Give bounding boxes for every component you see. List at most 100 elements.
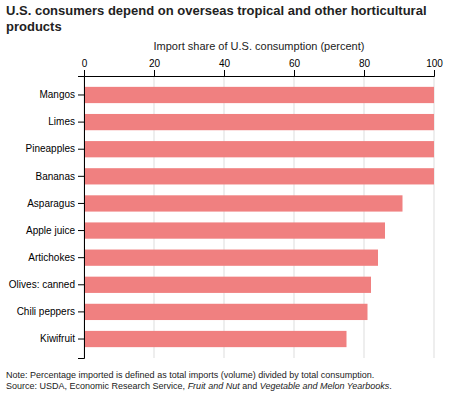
- text-run: by: [289, 370, 301, 380]
- text-run: products: [6, 19, 62, 34]
- y-axis-line: [78, 77, 85, 359]
- y-tick: Olives: canned: [9, 279, 84, 290]
- text-run: U.S.: [6, 3, 35, 18]
- x-tick-label: 20: [149, 58, 161, 69]
- x-tick-mark: [84, 70, 85, 76]
- y-tick: Limes: [48, 116, 84, 127]
- bar: [84, 277, 371, 293]
- y-tick-mark: [78, 122, 84, 123]
- text-run: and: [240, 381, 260, 391]
- x-tick-label: 80: [359, 58, 371, 69]
- x-tick: 60: [289, 58, 301, 76]
- bar: [84, 304, 368, 320]
- bars: [84, 87, 434, 347]
- x-tick-mark: [434, 70, 435, 76]
- plot-area: [84, 76, 434, 358]
- note-line: Note: Percentage imported is defined as …: [6, 370, 374, 380]
- y-tick-label: Apple juice: [26, 225, 75, 236]
- text-run: Economic: [70, 381, 112, 391]
- x-tick-mark: [154, 70, 155, 76]
- text-run: divided: [258, 370, 289, 380]
- x-tick-mark: [224, 70, 225, 76]
- y-tick-mark: [78, 176, 84, 177]
- chart: U.S. consumers depend on overseas tropic…: [0, 0, 450, 395]
- x-axis-line: [85, 70, 435, 77]
- x-tick: 0: [82, 58, 88, 76]
- y-axis: Kiwifruit Chili peppers Olives: canned Arti…: [9, 77, 85, 359]
- title: U.S. consumers depend on overseas tropic…: [6, 3, 430, 34]
- notes: Note: Percentage imported is defined as …: [6, 370, 392, 391]
- y-tick-mark: [78, 311, 84, 312]
- grid: [84, 76, 434, 358]
- x-tick-label: 60: [289, 58, 301, 69]
- text-run: and: [302, 381, 320, 391]
- y-tick-label: Limes: [48, 116, 75, 127]
- x-tick: 100: [426, 58, 443, 76]
- bar: [84, 195, 403, 211]
- bar: [84, 141, 434, 157]
- y-tick-label: Artichokes: [28, 252, 75, 263]
- text-run: consumers: [35, 3, 108, 18]
- bar: [84, 114, 434, 130]
- y-tick-mark: [78, 284, 84, 285]
- y-tick-label: Chili peppers: [17, 306, 75, 317]
- text-run: total: [169, 370, 189, 380]
- text-run: Nut: [226, 381, 241, 391]
- y-tick: Asparagus: [27, 198, 84, 209]
- y-tick: Chili peppers: [17, 306, 84, 317]
- x-tick-label: 40: [219, 58, 231, 69]
- bar: [84, 331, 347, 347]
- x-axis-title: Import share of U.S. consumption (percen…: [154, 40, 365, 52]
- text-run: Service,: [153, 381, 188, 391]
- text-run: other: [315, 3, 351, 18]
- y-tick: Bananas: [36, 171, 84, 182]
- text-run: depend: [108, 3, 158, 18]
- y-tick-mark: [78, 149, 84, 150]
- y-tick-label: Mangos: [39, 89, 75, 100]
- text-run: (volume): [221, 370, 259, 380]
- text-run: USDA,: [40, 381, 70, 391]
- x-tick: 80: [359, 58, 371, 76]
- title-line: products: [6, 19, 62, 34]
- text-run: Yearbooks: [347, 381, 390, 391]
- text-run: imported: [79, 370, 117, 380]
- y-tick-label: Bananas: [36, 171, 75, 182]
- y-tick-label: Kiwifruit: [40, 333, 75, 344]
- x-tick-label: 0: [82, 58, 88, 69]
- y-tick-label: Olives: canned: [9, 279, 75, 290]
- x-tick: 40: [219, 58, 231, 76]
- y-tick: Kiwifruit: [40, 333, 84, 344]
- x-tick: 20: [149, 58, 161, 76]
- text-run: as: [157, 370, 169, 380]
- text-run: consumption.: [321, 370, 375, 380]
- y-tick-mark: [78, 203, 84, 204]
- y-tick-mark: [78, 94, 84, 95]
- text-run: Vegetable: [260, 381, 303, 391]
- text-run: total: [301, 370, 321, 380]
- title-line: U.S. consumers depend on overseas tropic…: [6, 3, 430, 18]
- text-run: and: [288, 3, 315, 18]
- text-run: Fruit: [188, 381, 209, 391]
- y-tick: Apple juice: [26, 225, 84, 236]
- source-line: Source: USDA, Economic Research Service,…: [6, 381, 392, 391]
- y-tick-label: Asparagus: [27, 198, 75, 209]
- text-run: on: [158, 3, 178, 18]
- text-run: Source:: [6, 381, 40, 391]
- text-run: Melon: [320, 381, 347, 391]
- x-tick-mark: [294, 70, 295, 76]
- x-tick-mark: [364, 70, 365, 76]
- y-tick-mark: [78, 230, 84, 231]
- y-tick-label: Pineapples: [26, 143, 75, 154]
- text-run: horticultural: [351, 3, 430, 18]
- text-run: Research: [112, 381, 153, 391]
- bar: [84, 222, 385, 238]
- source: Source: USDA, Economic Research Service,…: [6, 381, 392, 391]
- y-tick: Pineapples: [26, 143, 84, 154]
- text-run: .: [389, 381, 392, 391]
- x-axis: 0 20 40 60 80 100: [82, 58, 444, 77]
- text-run: overseas: [177, 3, 237, 18]
- bar: [84, 250, 378, 266]
- y-tick-mark: [78, 339, 84, 340]
- text-run: imports: [189, 370, 221, 380]
- x-tick-label: 100: [426, 58, 443, 69]
